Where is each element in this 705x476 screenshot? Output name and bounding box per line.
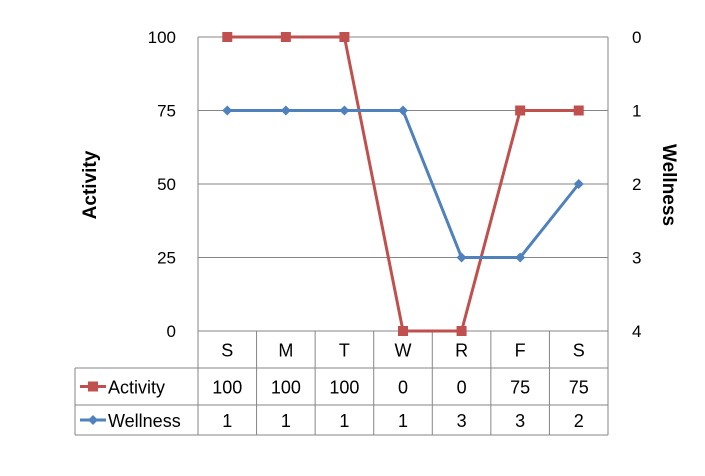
table-cell: 1: [222, 411, 232, 431]
right-tick-label: 2: [632, 175, 641, 194]
left-tick-label: 100: [148, 28, 176, 47]
series-activity: [222, 32, 584, 336]
left-tick-label: 75: [157, 102, 176, 121]
data-point: [280, 32, 291, 42]
legend-key-activity: [80, 381, 106, 392]
legend-marker: [88, 381, 98, 392]
data-point: [456, 252, 467, 263]
legend-key-wellness: [80, 415, 106, 425]
data-point: [222, 32, 233, 42]
data-point: [280, 105, 291, 116]
series-wellness: [222, 105, 584, 263]
table-cell: 100: [329, 378, 359, 398]
category-label: S: [221, 341, 233, 361]
table-cell: 0: [398, 378, 408, 398]
table-cell: 2: [574, 411, 584, 431]
y-axis-title: Activity: [80, 150, 101, 219]
gridlines: [197, 36, 609, 332]
right-tick-label: 3: [632, 249, 641, 268]
y2-axis-title: Wellness: [658, 144, 679, 226]
data-point: [573, 179, 584, 189]
table-cell: 1: [281, 411, 291, 431]
data-point: [222, 105, 233, 116]
category-label: S: [573, 341, 585, 361]
data-point: [573, 105, 584, 116]
table-cell: 100: [212, 378, 242, 398]
data-point: [339, 32, 350, 42]
table-cell: 3: [457, 411, 467, 431]
left-tick-label: 25: [157, 249, 176, 268]
category-label: W: [395, 341, 412, 361]
left-axis-ticks: 0 25 50 75 100: [148, 28, 176, 341]
table-cell: 75: [569, 378, 589, 398]
table-cell: 75: [510, 378, 530, 398]
right-axis-ticks: 4 3 2 1 0: [632, 28, 641, 341]
data-point: [515, 252, 526, 263]
legend-marker: [88, 415, 98, 425]
data-point: [456, 326, 467, 336]
data-point: [515, 105, 526, 116]
category-label: M: [278, 341, 293, 361]
data-point: [339, 105, 350, 116]
category-label: R: [455, 341, 468, 361]
data-point: [398, 105, 408, 116]
series-layer: [222, 32, 584, 336]
data-table-grid: [74, 331, 609, 436]
category-label: T: [339, 341, 350, 361]
legend-label: Activity: [108, 378, 165, 398]
legend-label: Wellness: [108, 411, 181, 431]
table-cell: 100: [271, 378, 301, 398]
table-cell: 1: [398, 411, 408, 431]
left-tick-label: 0: [167, 322, 176, 341]
data-table: S M T W R F S Activity 100 100 100 0 0 75 75 Wellness 1 1…: [80, 341, 589, 431]
data-point: [398, 326, 408, 336]
table-cell: 0: [457, 378, 467, 398]
table-cell: 3: [515, 411, 525, 431]
right-tick-label: 0: [632, 28, 641, 47]
table-cell: 1: [339, 411, 349, 431]
right-tick-label: 1: [632, 102, 641, 121]
category-label: F: [515, 341, 526, 361]
left-tick-label: 50: [157, 175, 176, 194]
right-tick-label: 4: [632, 322, 641, 341]
